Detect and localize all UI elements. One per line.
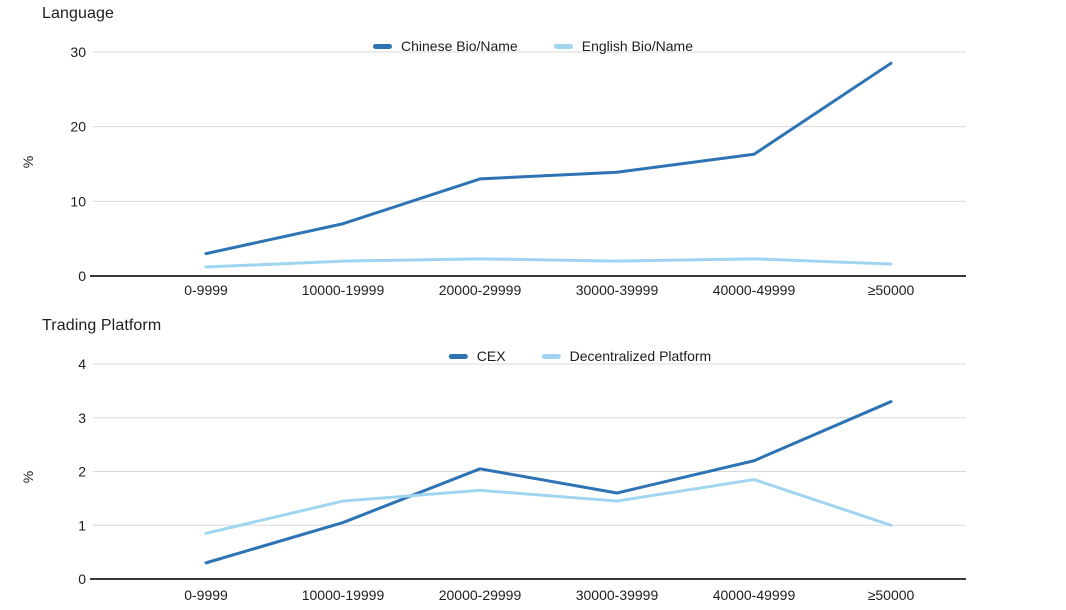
- legend-swatch-icon: [553, 43, 573, 49]
- y-tick-label: 4: [78, 356, 86, 372]
- y-tick-label: 0: [78, 571, 86, 587]
- y-tick-label: 3: [78, 410, 86, 426]
- y-tick-label: 30: [70, 44, 86, 60]
- legend-label: Chinese Bio/Name: [400, 38, 518, 54]
- legend-label: Decentralized Platform: [569, 348, 712, 364]
- y-tick-label: 1: [78, 517, 86, 533]
- legend-label: English Bio/Name: [581, 38, 694, 54]
- series-line-english-bio-name: [204, 257, 893, 269]
- legend: CEX Decentralized Platform: [448, 348, 712, 364]
- series-line-chinese-bio-name: [204, 61, 893, 256]
- legend-swatch-icon: [541, 353, 561, 359]
- chart-title: Trading Platform: [42, 317, 162, 334]
- legend-swatch-icon: [448, 353, 468, 359]
- y-tick-label: 20: [70, 119, 86, 135]
- legend-label: CEX: [476, 348, 506, 364]
- y-tick-label: 0: [78, 268, 86, 284]
- language-chart: Language % 0 10 20 30 Chinese Bio/Name Engli…: [20, 5, 966, 298]
- series-line-cex: [204, 400, 893, 565]
- chart-title: Language: [42, 5, 114, 22]
- legend-item: CEX: [448, 348, 506, 364]
- legend: Chinese Bio/Name English Bio/Name: [372, 38, 694, 54]
- legend-item: Decentralized Platform: [541, 348, 712, 364]
- legend-item: Chinese Bio/Name: [372, 38, 518, 54]
- y-tick-label: 2: [78, 464, 86, 480]
- series-line-decentralized-platform: [204, 478, 893, 535]
- y-tick-label: 10: [70, 193, 86, 209]
- legend-swatch-icon: [372, 43, 392, 49]
- legend-item: English Bio/Name: [553, 38, 694, 54]
- plot-area: 0 1 2 3 4: [78, 356, 966, 587]
- plot-area: 0 10 20 30: [70, 44, 966, 284]
